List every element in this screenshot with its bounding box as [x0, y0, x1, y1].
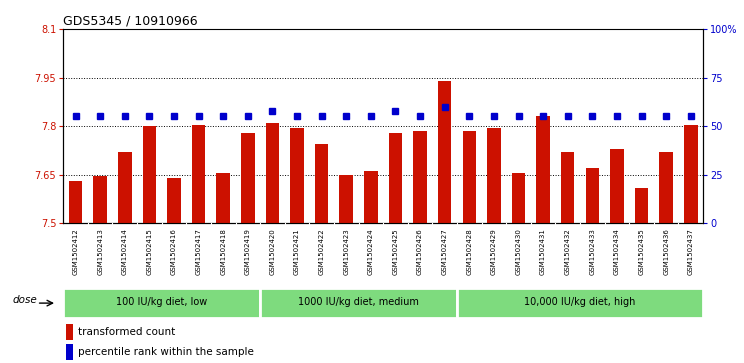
Text: GSM1502421: GSM1502421	[294, 228, 300, 275]
Text: GSM1502426: GSM1502426	[417, 228, 423, 275]
Bar	[487, 128, 501, 223]
Bar	[217, 173, 230, 223]
Text: GSM1502423: GSM1502423	[343, 228, 349, 275]
Bar	[143, 126, 156, 223]
Text: GSM1502427: GSM1502427	[442, 228, 448, 275]
Bar	[339, 175, 353, 223]
Bar	[260, 288, 457, 318]
Text: GSM1502418: GSM1502418	[220, 228, 226, 275]
Text: percentile rank within the sample: percentile rank within the sample	[77, 347, 254, 357]
Bar	[63, 288, 260, 318]
Text: 1000 IU/kg diet, medium: 1000 IU/kg diet, medium	[298, 297, 419, 307]
Text: GSM1502434: GSM1502434	[614, 228, 620, 275]
Bar	[659, 152, 673, 223]
Text: GSM1502425: GSM1502425	[393, 228, 399, 275]
Text: GSM1502416: GSM1502416	[171, 228, 177, 275]
Text: GSM1502419: GSM1502419	[245, 228, 251, 275]
Text: GSM1502422: GSM1502422	[318, 228, 324, 275]
Text: 100 IU/kg diet, low: 100 IU/kg diet, low	[116, 297, 208, 307]
Bar	[684, 125, 698, 223]
Bar	[586, 168, 599, 223]
Bar	[561, 152, 574, 223]
Bar	[192, 125, 205, 223]
Bar	[610, 149, 623, 223]
Text: GSM1502420: GSM1502420	[269, 228, 275, 275]
Bar	[414, 131, 427, 223]
Bar	[266, 123, 279, 223]
Text: GSM1502430: GSM1502430	[516, 228, 522, 275]
Text: GSM1502432: GSM1502432	[565, 228, 571, 275]
Text: transformed count: transformed count	[77, 327, 175, 337]
Text: GSM1502412: GSM1502412	[73, 228, 79, 275]
Text: GSM1502437: GSM1502437	[687, 228, 693, 275]
Text: GSM1502413: GSM1502413	[97, 228, 103, 275]
Bar	[536, 117, 550, 223]
Text: GSM1502414: GSM1502414	[122, 228, 128, 275]
Bar	[66, 324, 74, 340]
Bar	[94, 176, 107, 223]
Bar	[66, 344, 74, 360]
Bar	[364, 171, 378, 223]
Bar	[635, 188, 648, 223]
Bar	[68, 181, 83, 223]
Text: GSM1502417: GSM1502417	[196, 228, 202, 275]
Text: GSM1502436: GSM1502436	[663, 228, 669, 275]
Bar	[388, 132, 403, 223]
Bar	[241, 132, 254, 223]
Text: GDS5345 / 10910966: GDS5345 / 10910966	[63, 15, 198, 28]
Text: dose: dose	[13, 295, 38, 305]
Bar	[512, 173, 525, 223]
Bar	[438, 81, 452, 223]
Text: GSM1502424: GSM1502424	[368, 228, 373, 275]
Bar	[167, 178, 181, 223]
Bar	[290, 128, 304, 223]
Text: GSM1502429: GSM1502429	[491, 228, 497, 275]
Text: GSM1502431: GSM1502431	[540, 228, 546, 275]
Text: GSM1502435: GSM1502435	[638, 228, 644, 275]
Text: 10,000 IU/kg diet, high: 10,000 IU/kg diet, high	[525, 297, 635, 307]
Text: GSM1502428: GSM1502428	[466, 228, 472, 275]
Bar	[118, 152, 132, 223]
Text: GSM1502433: GSM1502433	[589, 228, 595, 275]
Bar	[315, 144, 328, 223]
Text: GSM1502415: GSM1502415	[147, 228, 153, 275]
Bar	[463, 131, 476, 223]
Bar	[457, 288, 703, 318]
